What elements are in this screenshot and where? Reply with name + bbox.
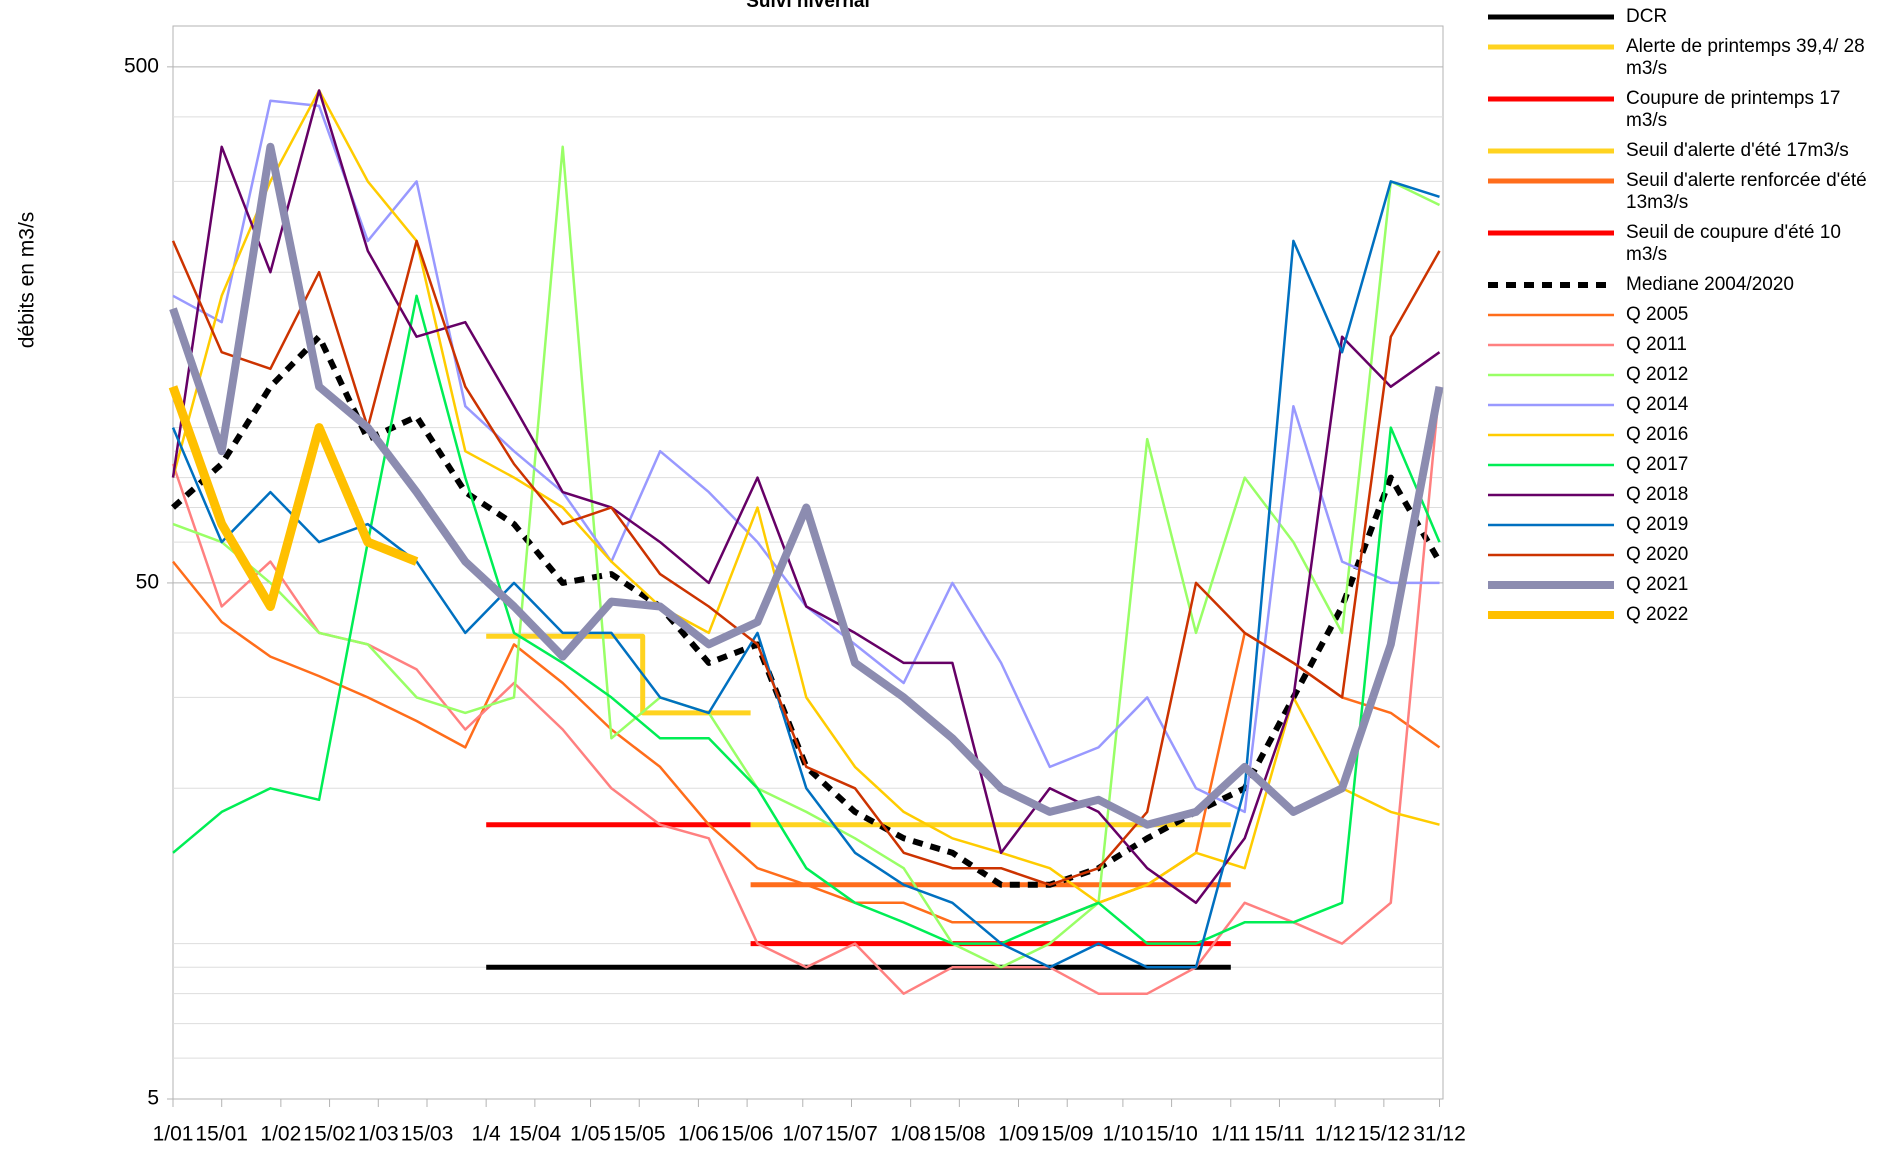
series-line: [172, 294, 1441, 945]
legend-item: Q 2018: [1486, 484, 1886, 506]
legend-label: Coupure de printemps 17 m3/s: [1626, 88, 1841, 131]
legend-swatch: [1488, 493, 1614, 497]
series-line: [169, 142, 1444, 829]
x-tick-label: 15/04: [509, 1123, 562, 1146]
x-tick-label: 1/10: [1102, 1123, 1143, 1146]
x-tick-label: 15/12: [1358, 1123, 1411, 1146]
legend-label: Q 2019: [1626, 514, 1689, 535]
x-tick-label: 1/11: [1211, 1123, 1250, 1146]
legend-swatch: [1488, 343, 1614, 347]
x-tick-label: 1/02: [260, 1123, 301, 1146]
x-tick-label: 1/01: [153, 1123, 194, 1146]
legend-item: Q 2005: [1486, 304, 1886, 326]
x-tick-label: 15/10: [1145, 1123, 1198, 1146]
series-line: [171, 89, 1440, 905]
legend-swatch: [1488, 96, 1614, 102]
y-tick-label: 50: [136, 570, 159, 593]
legend-item: Q 2017: [1486, 454, 1886, 476]
legend-item: Q 2019: [1486, 514, 1886, 536]
legend-swatch: [1488, 581, 1614, 589]
x-tick-label: 1/08: [890, 1123, 931, 1146]
legend: DCR Alerte de printemps 39,4/ 28 m3/s Coup…: [1486, 6, 1886, 634]
legend-label: Q 2020: [1626, 544, 1689, 565]
legend-label: Q 2022: [1626, 604, 1689, 625]
legend-label: Q 2018: [1626, 484, 1689, 505]
x-tick-label: 1/07: [782, 1123, 823, 1146]
legend-swatch: [1488, 44, 1614, 50]
legend-item: Coupure de printemps 17 m3/s: [1486, 88, 1886, 132]
legend-swatch: [1488, 178, 1614, 184]
legend-label: Seuil d'alerte d'été 17m3/s: [1626, 140, 1849, 161]
legend-swatch: [1488, 433, 1614, 437]
x-tick-label: 1/12: [1315, 1123, 1356, 1146]
legend-swatch: [1488, 148, 1614, 154]
legend-label: Alerte de printemps 39,4/ 28 m3/s: [1626, 36, 1865, 79]
legend-item: Q 2022: [1486, 604, 1886, 626]
x-tick-label: 15/09: [1041, 1123, 1094, 1146]
legend-swatch: [1488, 523, 1614, 527]
x-tick-label: 15/08: [933, 1123, 986, 1146]
legend-swatch: [1488, 553, 1614, 557]
y-tick-label: 5: [147, 1087, 159, 1110]
series-line: [172, 560, 1441, 924]
legend-item: Q 2012: [1486, 364, 1886, 386]
legend-item: Q 2020: [1486, 544, 1886, 566]
legend-item: Seuil d'alerte d'été 17m3/s: [1486, 140, 1886, 162]
legend-item: DCR: [1486, 6, 1886, 28]
legend-label: Q 2014: [1626, 394, 1689, 415]
series-line: [168, 385, 419, 611]
legend-label: Q 2012: [1626, 364, 1689, 385]
x-tick-label: 15/02: [303, 1123, 356, 1146]
series-line: [171, 239, 1441, 887]
x-tick-label: 1/03: [358, 1123, 399, 1146]
legend-item: Seuil de coupure d'été 10 m3/s: [1486, 222, 1886, 266]
legend-label: Seuil d'alerte renforcée d'été 13m3/s: [1626, 170, 1867, 213]
series-line: [172, 145, 1441, 969]
legend-label: Seuil de coupure d'été 10 m3/s: [1626, 222, 1841, 265]
x-tick-label: 15/11: [1254, 1123, 1305, 1146]
legend-swatch: [1488, 282, 1614, 288]
legend-label: Q 2011: [1626, 334, 1687, 355]
legend-item: Alerte de printemps 39,4/ 28 m3/s: [1486, 36, 1886, 80]
x-tick-label: 15/05: [613, 1123, 666, 1146]
x-tick-label: 15/07: [825, 1123, 878, 1146]
x-tick-label: 1/05: [570, 1123, 611, 1146]
y-axis-label: débits en m3/s: [16, 212, 39, 349]
legend-label: DCR: [1626, 6, 1668, 27]
series-line: [171, 180, 1440, 969]
legend-label: Q 2017: [1626, 454, 1689, 475]
x-tick-label: 1/4: [472, 1123, 502, 1146]
legend-swatch: [1488, 313, 1614, 317]
y-tick-label: 500: [124, 54, 159, 77]
legend-item: Q 2016: [1486, 424, 1886, 446]
legend-swatch: [1488, 230, 1614, 236]
series-line: [171, 386, 1441, 995]
legend-item: Q 2011: [1486, 334, 1886, 356]
legend-label: Q 2016: [1626, 424, 1689, 445]
x-tick-label: 1/09: [998, 1123, 1039, 1146]
legend-item: Q 2021: [1486, 574, 1886, 596]
x-tick-label: 31/12: [1413, 1123, 1466, 1146]
legend-swatch: [1488, 373, 1614, 377]
legend-swatch: [1488, 611, 1614, 619]
legend-swatch: [1488, 463, 1614, 467]
legend-item: Q 2014: [1486, 394, 1886, 416]
x-tick-label: 1/06: [678, 1123, 719, 1146]
legend-label: Mediane 2004/2020: [1626, 274, 1794, 295]
series-line: [171, 89, 1441, 905]
series-line: [171, 333, 1443, 888]
chart-title: Suivi hivernal: [746, 0, 870, 12]
legend-swatch: [1488, 14, 1614, 20]
legend-label: Q 2005: [1626, 304, 1689, 325]
x-tick-label: 15/03: [401, 1123, 454, 1146]
legend-item: Mediane 2004/2020: [1486, 274, 1886, 296]
legend-item: Seuil d'alerte renforcée d'été 13m3/s: [1486, 170, 1886, 214]
chart: Suivi hivernal débits en m3/s 5 50 500 1/01…: [16, 0, 1466, 1146]
x-tick-label: 15/01: [195, 1123, 248, 1146]
legend-label: Q 2021: [1626, 574, 1689, 595]
legend-swatch: [1488, 403, 1614, 407]
x-tick-label: 15/06: [721, 1123, 774, 1146]
